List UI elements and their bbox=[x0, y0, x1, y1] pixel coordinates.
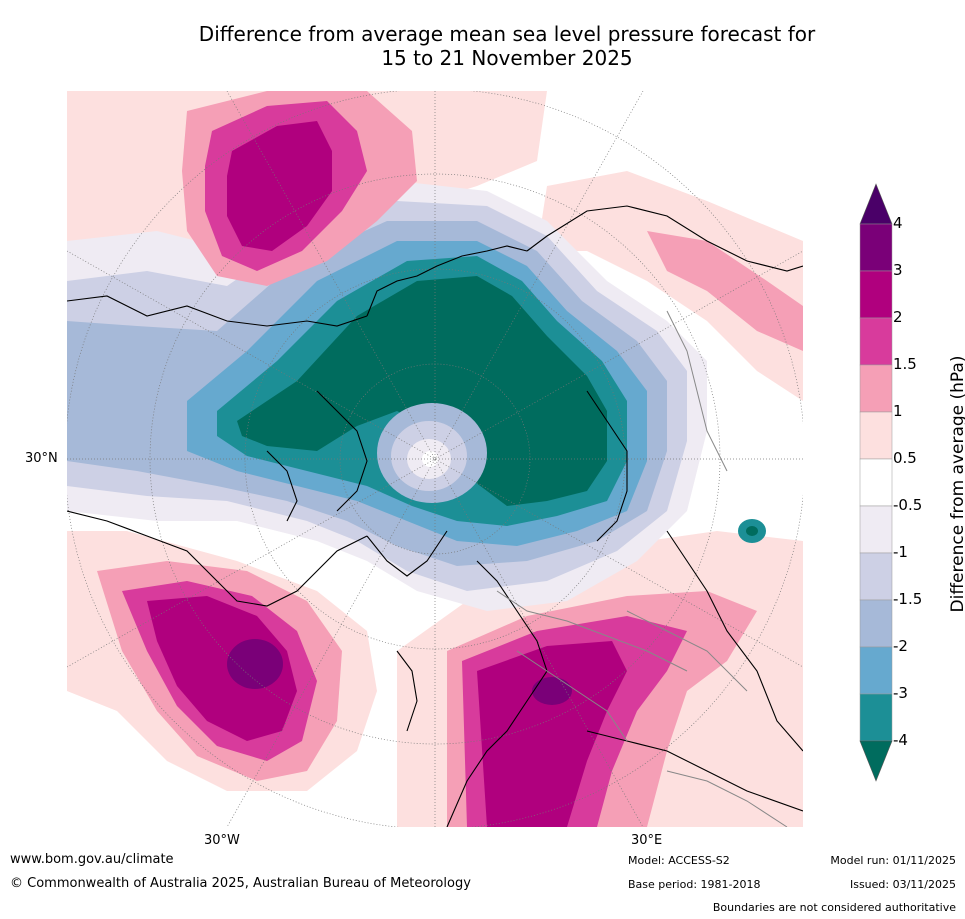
lon-label-30e: 30°E bbox=[631, 833, 663, 848]
colorbar-tick-label: 0.5 bbox=[893, 449, 917, 467]
colorbar-tick-label: 4 bbox=[893, 214, 903, 232]
anomaly-atlantic-high-2 bbox=[147, 596, 297, 741]
anomaly-negative-4-core bbox=[237, 276, 607, 506]
colorbar-tick-label: -1 bbox=[893, 543, 908, 561]
footer-url: www.bom.gov.au/climate bbox=[10, 852, 174, 867]
colorbar-tick-label: 2 bbox=[893, 308, 903, 326]
footer-model: Model: ACCESS-S2 bbox=[628, 854, 730, 867]
footer-copyright: © Commonwealth of Australia 2025, Austra… bbox=[10, 876, 471, 891]
colorbar-tick-label: 1.5 bbox=[893, 355, 917, 373]
lon-label-30w: 30°W bbox=[204, 833, 240, 848]
footer-model-run: Model run: 01/11/2025 bbox=[830, 854, 956, 867]
colorbar-segment bbox=[859, 599, 893, 648]
pressure-anomaly-map bbox=[67, 91, 803, 827]
anomaly-atlantic-high-3 bbox=[227, 639, 283, 689]
colorbar-segment bbox=[859, 270, 893, 319]
colorbar-segment bbox=[859, 505, 893, 554]
title-line-2: 15 to 21 November 2025 bbox=[381, 46, 633, 70]
colorbar-tick-label: 1 bbox=[893, 402, 903, 420]
colorbar-tick-label: -1.5 bbox=[893, 590, 923, 608]
colorbar-segment bbox=[859, 552, 893, 601]
colorbar-tick-label: -2 bbox=[893, 637, 908, 655]
footer-base-period: Base period: 1981-2018 bbox=[628, 878, 761, 891]
colorbar-segment bbox=[859, 693, 893, 742]
chart-title: Difference from average mean sea level p… bbox=[0, 22, 965, 70]
anomaly-pacific-high-2 bbox=[227, 121, 332, 251]
footer-issued: Issued: 03/11/2025 bbox=[849, 878, 956, 891]
colorbar bbox=[859, 183, 893, 782]
anomaly-east-asia-negative-core bbox=[746, 526, 758, 536]
coastlines bbox=[67, 205, 803, 827]
lat-label-30n: 30°N bbox=[25, 451, 58, 466]
colorbar-segment bbox=[859, 317, 893, 366]
colorbar-extend-max bbox=[859, 183, 893, 225]
footer-disclaimer: Boundaries are not considered authoritat… bbox=[712, 901, 956, 914]
borders bbox=[496, 310, 788, 827]
colorbar-title: Difference from average (hPa) bbox=[948, 355, 965, 613]
colorbar-tick-label: -4 bbox=[893, 731, 908, 749]
colorbar-extend-min bbox=[859, 740, 893, 782]
colorbar-segment bbox=[859, 223, 893, 272]
colorbar-segment bbox=[859, 411, 893, 460]
graticule bbox=[67, 91, 803, 827]
colorbar-segment bbox=[859, 364, 893, 413]
colorbar-tick-label: 3 bbox=[893, 261, 903, 279]
anomaly-europe-high-2 bbox=[477, 641, 627, 827]
colorbar-tick-label: -0.5 bbox=[893, 496, 923, 514]
title-line-1: Difference from average mean sea level p… bbox=[198, 22, 816, 46]
anomaly-siberia-1 bbox=[647, 231, 803, 351]
colorbar-segment bbox=[859, 646, 893, 695]
anomaly-europe-high-3 bbox=[532, 677, 572, 705]
anomaly-positive-05-region-siberia bbox=[537, 171, 803, 401]
colorbar-segment bbox=[859, 458, 893, 507]
colorbar-tick-label: -3 bbox=[893, 684, 908, 702]
